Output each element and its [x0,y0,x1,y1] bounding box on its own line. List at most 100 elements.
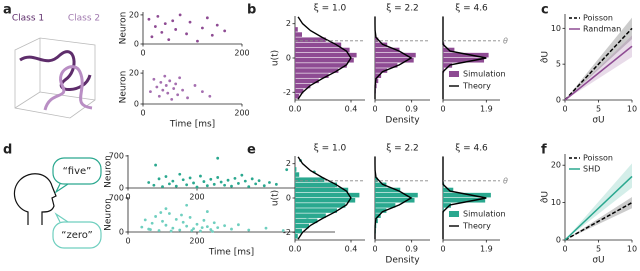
spike [164,223,168,227]
spike [215,23,219,27]
histogram-bar [375,58,414,63]
spike [149,228,152,231]
spike [216,226,220,230]
line [564,27,633,101]
x-axis-label: Time [ms] [208,248,254,258]
spike [156,14,160,18]
histogram-bar [295,42,342,48]
spike [193,84,197,87]
histogram-bar [295,68,339,73]
histogram-bar [295,88,304,94]
spike [212,182,216,186]
histogram-bar [295,27,298,32]
legend-swatch [449,211,459,217]
histogram-bar [295,213,326,218]
histogram-bar [295,172,300,177]
histogram-bar [443,58,485,63]
histogram-bar [295,182,337,188]
x-tick-label: 200 [234,109,249,118]
confidence-band [565,197,632,240]
legend-label: Theory [462,222,491,231]
legend-label: Theory [462,82,491,91]
x-tick-label: 200 [234,49,249,58]
spike [153,25,157,28]
spike [171,226,175,230]
histogram-bar [295,223,309,229]
spike [230,227,233,231]
spike [185,203,189,207]
y-tick-label: 20 [129,10,139,19]
legend-label: Poisson [583,154,613,163]
x-tick-label: 0 [140,49,145,58]
histogram-bar [375,177,378,182]
spike [174,217,178,221]
spike [157,229,161,232]
spike [167,38,171,42]
spike [160,30,164,34]
spike [208,94,212,98]
spike [174,184,178,188]
histogram-bar [295,63,347,68]
panel-label: b [247,3,256,18]
x-axis-label: σU [592,116,604,126]
spike [201,90,204,94]
spike [223,29,227,33]
y-tick-label: 0 [286,194,291,203]
theory-curve [297,156,352,240]
histogram-bar [375,37,379,42]
x-tick-label: 0 [562,245,567,254]
spike [190,229,194,232]
spike [181,178,185,182]
panel-label: e [247,143,256,158]
spike [163,74,167,78]
spike [159,80,163,84]
spike [268,181,271,184]
x-tick-label: 0.0 [289,105,302,114]
spike [178,76,182,80]
y-tick-label: 2 [286,159,291,168]
spike [149,90,152,94]
histogram-bar [295,192,360,198]
spike [223,224,227,228]
spike [196,39,199,43]
histogram-bar [295,37,326,42]
x-axis-label: Time [ms] [169,120,215,130]
spike [150,221,154,225]
y-tick-label: 700 [109,151,124,160]
x-tick-label: 5 [596,245,601,254]
x-tick-label: 0.9 [405,245,418,254]
spike [147,17,151,21]
legend-label: Poisson [583,14,613,23]
histogram-bar [375,78,379,84]
spike [223,183,227,187]
panel-title: ξ = 1.0 [314,144,347,154]
class-label: Class 1 [12,14,44,24]
spike [202,180,206,183]
spike [164,175,168,178]
y-tick-label: 5 [556,60,561,69]
spike [205,210,209,213]
y-tick-label: 0 [119,184,124,193]
spike [209,228,213,231]
spike [186,96,189,100]
panel-label: d [3,143,12,158]
spike [188,176,192,180]
y-axis-label: u(t) [271,50,281,66]
spike [178,13,182,17]
panel-label: f [541,143,547,158]
theory-curve [442,16,487,100]
histogram-bar [443,192,491,198]
spike [164,207,168,211]
spike [226,178,230,182]
panel-title: ξ = 2.2 [386,4,419,14]
spike [147,181,151,184]
histogram-bar [295,228,302,234]
spike [237,223,240,227]
panel-label: c [541,3,549,18]
spike [247,185,251,189]
spike [250,177,254,181]
panel-title: ξ = 2.2 [386,144,419,154]
histogram-bar [443,63,453,68]
y-axis-label: Neuron [104,198,114,231]
